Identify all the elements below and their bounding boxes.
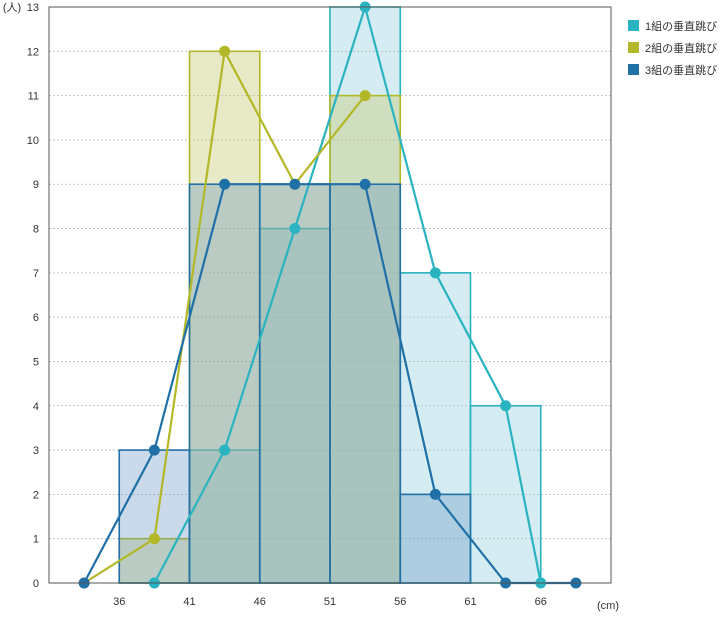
y-tick-6: 6 [33,312,39,324]
bar-series3-bin-46-51 [258,183,331,584]
plot-frame [48,6,612,584]
point-series2-x38.5 [148,533,160,545]
bar-series1-bin-46-51 [258,227,331,584]
point-series1-x48.5 [289,223,301,235]
y-tick-7: 7 [33,268,39,280]
y-tick-12: 12 [27,46,39,58]
x-axis-unit: (cm) [597,600,619,612]
bar-series3-bin-56-61 [399,493,472,584]
polygon-points [78,1,582,589]
y-tick-2: 2 [33,489,39,501]
x-tick-36: 36 [113,596,125,608]
y-tick-11: 11 [28,91,39,103]
point-series3-x53.5 [359,178,371,190]
x-tick-41: 41 [183,596,195,608]
bar-series2-bin-46-51 [258,183,331,584]
legend-label-series1: 1組の垂直跳び [645,19,717,33]
plot-border [48,6,612,584]
bar-series3-bin-41-46 [188,183,261,584]
bar-series1-bin-51-56 [329,6,402,584]
y-tick-1: 1 [33,534,39,546]
point-series1-x63.5 [500,400,512,412]
y-tick-9: 9 [33,179,39,191]
x-tick-66: 66 [535,596,547,608]
bar-series1-bin-61-66 [469,404,542,584]
legend-label-series3: 3組の垂直跳び [645,63,717,77]
point-series1-x58.5 [429,267,441,279]
y-tick-0: 0 [33,578,39,590]
legend: 1組の垂直跳び 2組の垂直跳び 3組の垂直跳び [628,19,717,77]
y-tick-4: 4 [33,401,39,413]
x-tick-labels: 36 41 46 51 56 61 66 [113,596,547,608]
bar-series3-bin-36-41 [118,449,191,584]
histogram-bars [118,6,542,584]
point-series1-x43.5 [219,444,231,456]
y-tick-10: 10 [27,135,39,147]
y-tick-3: 3 [33,445,39,457]
y-tick-5: 5 [33,356,39,368]
legend-swatch-series1 [628,20,639,31]
y-axis-unit: (人) [3,1,21,14]
bar-series3-bin-51-56 [329,183,402,584]
point-series2-x43.5 [219,45,231,57]
line-series3 [83,183,576,585]
point-series2-x53.5 [359,90,371,102]
x-tick-61: 61 [464,596,476,608]
x-tick-56: 56 [394,596,406,608]
x-tick-51: 51 [324,596,336,608]
x-tick-46: 46 [254,596,266,608]
y-tick-8: 8 [33,224,39,236]
point-series3-x43.5 [219,178,231,190]
y-tick-13: 13 [27,2,39,14]
point-series3-x38.5 [148,444,160,456]
point-series3-x48.5 [289,178,301,190]
point-series3-x58.5 [429,488,441,500]
legend-swatch-series2 [628,42,639,53]
legend-swatch-series3 [628,64,639,75]
legend-label-series2: 2組の垂直跳び [645,41,717,55]
